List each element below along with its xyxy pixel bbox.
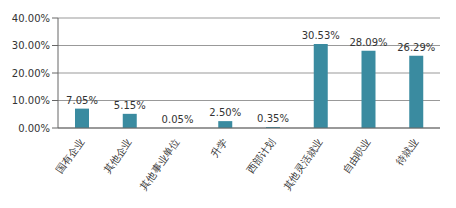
svg-text:20.00%: 20.00% — [12, 68, 50, 79]
svg-text:西部计划: 西部计划 — [245, 137, 277, 176]
svg-text:40.00%: 40.00% — [12, 13, 50, 24]
svg-text:待就业: 待就业 — [394, 137, 420, 168]
svg-text:其他企业: 其他企业 — [102, 137, 134, 176]
svg-text:自由职业: 自由职业 — [341, 137, 373, 176]
svg-text:其他事业单位: 其他事业单位 — [138, 137, 181, 192]
svg-text:30.00%: 30.00% — [12, 40, 50, 51]
svg-text:10.00%: 10.00% — [12, 95, 50, 106]
svg-text:升学: 升学 — [209, 137, 229, 160]
svg-text:26.29%: 26.29% — [397, 42, 435, 53]
svg-text:国有企业: 国有企业 — [54, 137, 86, 176]
svg-text:0.05%: 0.05% — [162, 114, 194, 125]
svg-text:其他灵活就业: 其他灵活就业 — [281, 137, 324, 192]
svg-text:2.50%: 2.50% — [209, 107, 241, 118]
svg-text:7.05%: 7.05% — [66, 95, 98, 106]
svg-text:0.00%: 0.00% — [18, 123, 50, 134]
svg-text:0.35%: 0.35% — [257, 113, 289, 124]
svg-text:30.53%: 30.53% — [302, 30, 340, 41]
svg-text:5.15%: 5.15% — [114, 100, 146, 111]
svg-text:28.09%: 28.09% — [349, 37, 387, 48]
